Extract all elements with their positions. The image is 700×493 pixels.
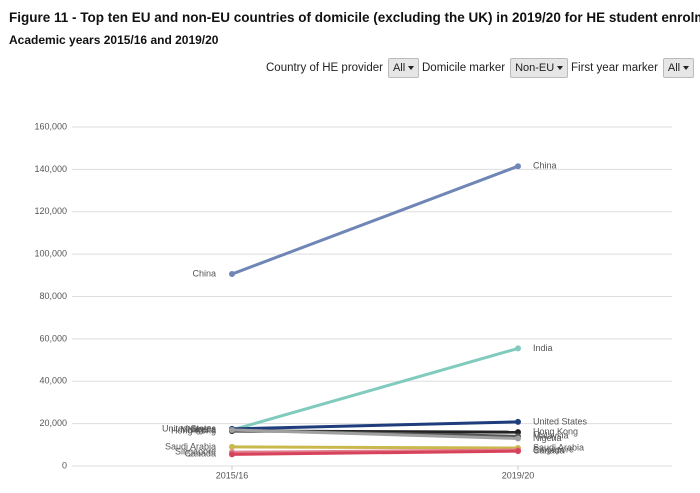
series-line [231, 445, 519, 450]
series-label: Saudi Arabia [533, 442, 584, 452]
y-tick-label: 120,000 [34, 206, 67, 216]
series-label: Canada [184, 449, 216, 459]
x-tick-label: 2015/16 [216, 470, 249, 480]
point [515, 429, 521, 436]
series-label: Malaysia [533, 431, 569, 441]
point [515, 418, 521, 425]
y-tick-label: 140,000 [34, 164, 67, 174]
series-line [231, 346, 519, 432]
series-label: United States [162, 423, 217, 433]
y-tick-label: 20,000 [39, 418, 67, 428]
y-tick-label: 40,000 [39, 376, 67, 386]
y-tick-label: 60,000 [39, 333, 67, 343]
series-label: Malaysia [180, 424, 216, 434]
dropdown[interactable]: All [662, 58, 695, 78]
series-label: Nigeria [187, 424, 216, 434]
y-tick-label: 100,000 [34, 249, 67, 259]
point [229, 443, 235, 450]
chart-title: Figure 11 - Top ten EU and non-EU countr… [9, 10, 700, 25]
point [515, 448, 521, 455]
series-line [231, 449, 519, 456]
series-line [231, 428, 519, 440]
filter: Domicile marker Non-EU [422, 58, 569, 78]
filter-label: Domicile marker [422, 62, 506, 74]
y-tick-label: 0 [62, 460, 67, 470]
point [515, 163, 521, 170]
series-label: Hong Kong [171, 425, 216, 435]
series-label: China [192, 268, 216, 278]
filter: Country of HE provider All [266, 58, 420, 78]
series-label: Singapore [175, 447, 216, 457]
filter-label: First year marker [571, 62, 658, 74]
dropdown[interactable]: Non-EU [510, 58, 569, 78]
x-tick-label: 2019/20 [502, 470, 535, 480]
filter-label: Country of HE provider [266, 62, 383, 74]
dropdown[interactable]: All [387, 58, 420, 78]
y-tick-label: 80,000 [39, 291, 67, 301]
series-label: China [533, 161, 557, 171]
series-label: Nigeria [533, 433, 562, 443]
chart-subtitle: Academic years 2015/16 and 2019/20 [9, 33, 219, 47]
series-label: Saudi Arabia [165, 441, 216, 451]
series-label: India [196, 424, 216, 434]
point [515, 345, 521, 352]
point [229, 426, 235, 433]
series-label: Singapore [533, 444, 574, 454]
filter: First year marker All [571, 58, 695, 78]
y-tick-label: 160,000 [34, 121, 67, 131]
point [515, 435, 521, 442]
series-label: United States [533, 416, 588, 426]
point [229, 271, 235, 278]
series-label: Hong Kong [533, 426, 578, 436]
series-line [231, 164, 519, 276]
series-label: India [533, 343, 553, 353]
point [229, 451, 235, 458]
series-label: Canada [533, 446, 565, 456]
series-line [231, 420, 519, 431]
